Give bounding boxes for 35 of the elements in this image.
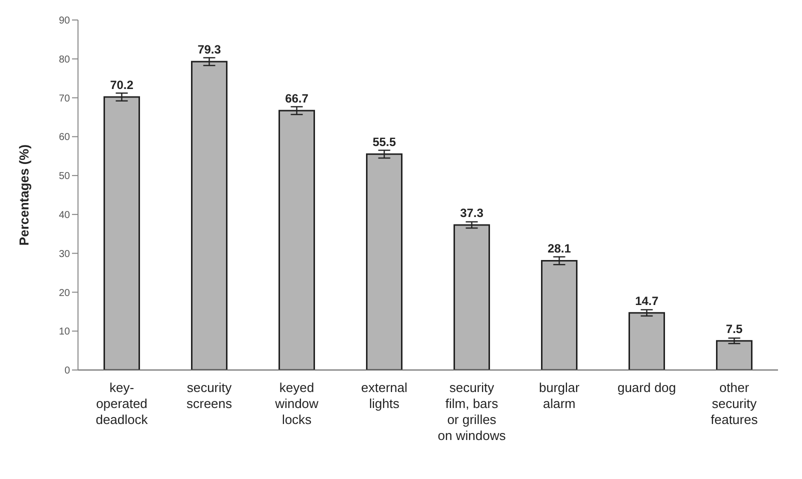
data-label: 66.7: [285, 92, 309, 106]
x-tick-label: external lights: [361, 380, 408, 411]
y-tick-label: 20: [58, 288, 70, 299]
x-tick-label: guard dog: [617, 380, 676, 395]
bar: [716, 340, 752, 370]
x-tick-label: security screens: [186, 380, 233, 411]
y-tick-label: 40: [58, 210, 70, 221]
x-tick-label: burglar alarm: [539, 380, 580, 411]
y-tick-label: 90: [58, 16, 70, 27]
data-label: 7.5: [726, 322, 743, 336]
data-label: 28.1: [548, 242, 572, 256]
bar: [191, 60, 228, 370]
y-tick-label: 50: [58, 171, 70, 182]
bar: [366, 153, 402, 370]
x-tick-label: keyed window locks: [274, 380, 320, 427]
data-label: 37.3: [460, 206, 484, 220]
bar: [541, 260, 578, 370]
y-tick-label: 10: [58, 326, 70, 338]
data-label: 70.2: [110, 78, 134, 92]
y-tick-label: 70: [58, 93, 70, 104]
bar: [278, 110, 315, 370]
y-tick-label: 80: [58, 54, 70, 66]
x-tick-label: security film, bars or grilles on windows: [438, 380, 506, 443]
y-tick-label: 60: [58, 132, 70, 144]
y-tick-label: 0: [64, 366, 70, 377]
y-tick-label: 30: [58, 248, 70, 260]
data-label: 79.3: [198, 42, 222, 57]
bar: [628, 312, 665, 370]
bar: [104, 96, 140, 370]
x-tick-label: other security features: [710, 380, 758, 427]
y-axis-title: Percentages (%): [16, 144, 32, 246]
data-label: 55.5: [372, 135, 396, 150]
x-tick-label: key-operated deadlock: [96, 380, 148, 427]
data-label: 14.7: [635, 294, 659, 308]
bar: [454, 224, 490, 370]
